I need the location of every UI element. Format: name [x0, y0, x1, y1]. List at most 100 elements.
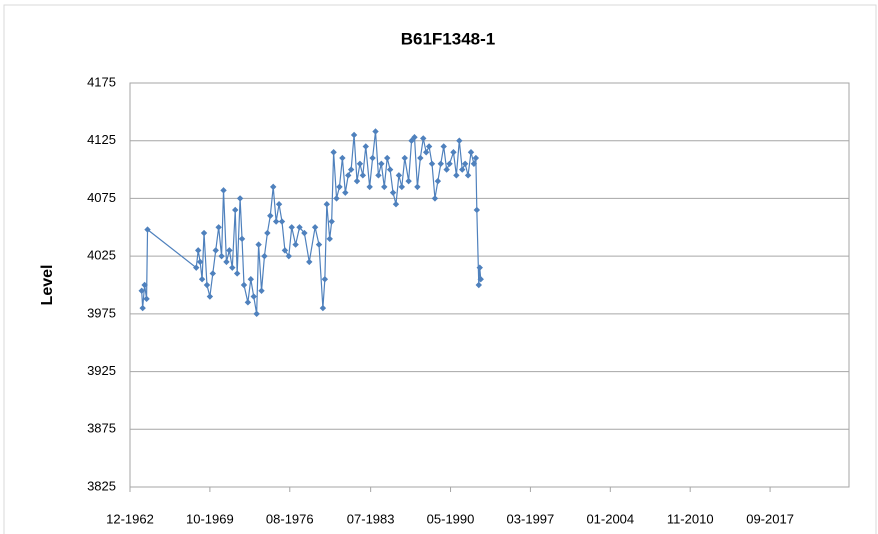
data-marker: [475, 281, 482, 289]
data-marker: [459, 166, 466, 173]
x-tick-label: 09-2017: [746, 511, 794, 526]
data-marker: [209, 270, 217, 277]
data-marker: [411, 134, 418, 141]
data-marker: [431, 195, 439, 202]
x-tick-label: 12-1962: [106, 511, 154, 526]
data-marker: [476, 264, 483, 271]
data-marker: [414, 183, 421, 191]
chart-border: [3, 4, 877, 534]
data-marker: [425, 143, 433, 150]
data-marker: [472, 154, 480, 162]
x-tick-label: 11-2010: [667, 511, 714, 526]
data-marker: [450, 149, 457, 156]
data-marker: [141, 281, 148, 289]
data-marker: [315, 241, 323, 248]
y-tick-label: 3875: [87, 421, 116, 436]
data-marker: [218, 252, 225, 260]
data-marker: [339, 154, 346, 162]
data-marker: [250, 293, 257, 300]
data-marker: [264, 229, 271, 237]
data-marker: [193, 264, 200, 271]
data-marker: [345, 172, 352, 179]
data-marker: [473, 206, 481, 214]
data-marker: [461, 160, 469, 167]
data-marker: [196, 258, 204, 266]
data-marker: [270, 183, 277, 191]
data-marker: [223, 258, 230, 266]
data-marker: [336, 183, 343, 191]
data-marker: [229, 264, 236, 271]
x-tick-label: 08-1976: [266, 511, 314, 526]
data-marker: [359, 172, 367, 179]
data-marker: [326, 235, 333, 243]
data-marker: [443, 166, 450, 173]
data-marker: [417, 154, 424, 162]
data-marker: [446, 160, 453, 167]
data-marker: [467, 149, 475, 156]
data-marker: [236, 195, 244, 202]
data-marker: [319, 304, 327, 312]
data-marker: [428, 160, 436, 167]
x-tick-label: 01-2004: [586, 511, 634, 526]
data-marker: [144, 226, 151, 233]
data-marker: [232, 206, 239, 214]
chart-title: B61F1348-1: [401, 29, 496, 48]
y-tick-label: 4075: [87, 190, 116, 205]
data-marker: [285, 252, 293, 260]
data-marker: [347, 166, 355, 173]
data-marker: [464, 172, 472, 179]
data-marker: [301, 229, 308, 237]
data-marker: [395, 172, 403, 179]
data-marker: [255, 241, 262, 248]
data-marker: [420, 135, 427, 142]
x-tick-label: 10-1969: [186, 511, 234, 526]
data-marker: [253, 310, 260, 318]
y-tick-label: 4025: [87, 248, 116, 263]
data-marker: [333, 195, 340, 202]
data-marker: [369, 154, 376, 162]
y-tick-label: 4175: [87, 74, 116, 89]
data-marker: [330, 149, 337, 156]
data-marker: [353, 177, 361, 185]
data-marker: [281, 247, 289, 254]
data-marker: [200, 229, 208, 237]
data-marker: [477, 276, 484, 283]
data-marker: [372, 128, 379, 135]
data-marker: [143, 295, 150, 303]
data-marker: [194, 247, 202, 254]
data-marker: [392, 201, 400, 208]
data-marker: [311, 224, 319, 231]
data-marker: [261, 252, 268, 260]
data-marker: [470, 160, 478, 167]
data-marker: [456, 137, 463, 144]
data-marker: [267, 212, 274, 219]
data-marker: [288, 224, 295, 231]
data-marker: [206, 293, 214, 300]
data-marker: [401, 154, 408, 162]
y-tick-label: 3975: [87, 305, 116, 320]
y-tick-label: 3825: [87, 478, 116, 493]
data-marker: [272, 218, 280, 225]
data-marker: [342, 189, 349, 196]
data-marker: [138, 287, 145, 294]
x-tick-label: 03-1997: [507, 511, 555, 526]
data-marker: [440, 143, 447, 150]
data-marker: [258, 287, 265, 294]
data-marker: [437, 160, 444, 167]
data-marker: [362, 143, 369, 150]
data-marker: [292, 241, 299, 248]
data-marker: [203, 281, 211, 289]
data-marker: [244, 299, 252, 306]
data-marker: [238, 235, 246, 243]
data-marker: [247, 276, 255, 283]
y-tick-label: 3925: [87, 363, 116, 378]
y-axis-label: Level: [39, 265, 56, 306]
data-marker: [384, 154, 391, 162]
data-marker: [233, 270, 241, 277]
data-marker: [278, 218, 286, 225]
data-marker: [405, 177, 412, 185]
x-tick-label: 05-1990: [427, 511, 475, 526]
data-marker: [220, 187, 227, 194]
data-marker: [453, 172, 460, 179]
